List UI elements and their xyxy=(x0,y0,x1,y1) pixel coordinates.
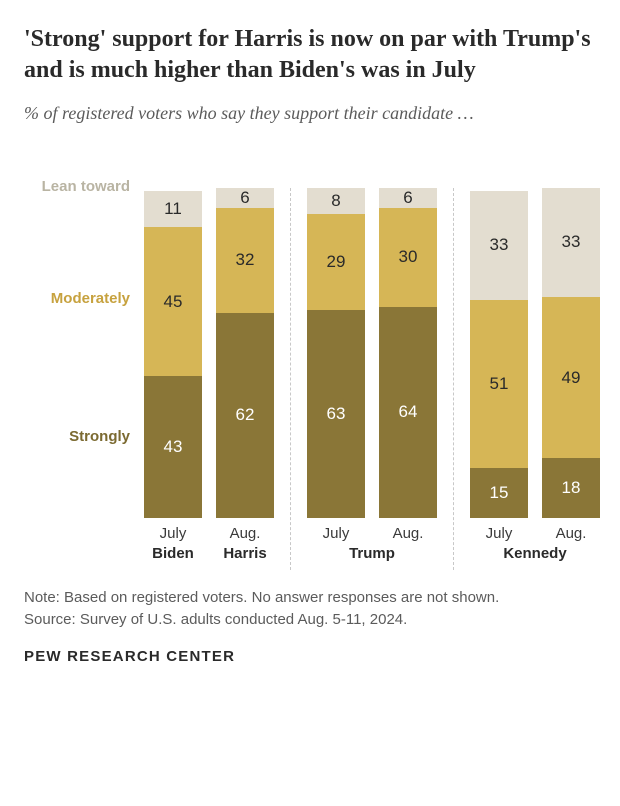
bar-column: 184933 xyxy=(542,188,600,518)
stacked-bar: 62326 xyxy=(216,188,274,518)
segment-lean: 8 xyxy=(307,188,365,214)
segment-moderately: 45 xyxy=(144,227,202,376)
segment-moderately: 51 xyxy=(470,300,528,468)
stacked-bar: 64306 xyxy=(379,188,437,518)
month-label: July xyxy=(144,525,202,542)
bar-column: 62326 xyxy=(216,188,274,518)
bar-group: July63298Aug.64306Trump xyxy=(297,188,447,518)
segment-strongly: 62 xyxy=(216,313,274,518)
attribution: PEW RESEARCH CENTER xyxy=(24,648,596,665)
month-label: Aug. xyxy=(216,525,274,542)
bar-group: July155133Aug.184933Kennedy xyxy=(460,188,610,518)
stacked-bar: 184933 xyxy=(542,188,600,518)
candidate-label: Kennedy xyxy=(460,545,610,562)
candidate-label: Harris xyxy=(216,545,274,562)
segment-lean: 11 xyxy=(144,191,202,227)
segment-moderately: 29 xyxy=(307,214,365,310)
month-label: July xyxy=(470,525,528,542)
candidate-label: Biden xyxy=(144,545,202,562)
stacked-bar: 155133 xyxy=(470,191,528,518)
candidate-label: Trump xyxy=(297,545,447,562)
segment-lean: 6 xyxy=(216,188,274,208)
chart-area: Lean toward Moderately Strongly JulyBide… xyxy=(24,150,596,570)
stacked-bar: 434511 xyxy=(144,191,202,518)
group-divider xyxy=(453,188,454,570)
segment-strongly: 43 xyxy=(144,376,202,518)
label-strongly: Strongly xyxy=(69,428,130,445)
label-lean: Lean toward xyxy=(42,178,130,195)
bar-column: 434511 xyxy=(144,191,202,518)
segment-strongly: 63 xyxy=(307,310,365,518)
month-label: July xyxy=(307,525,365,542)
chart-subtitle: % of registered voters who say they supp… xyxy=(24,101,596,125)
group-divider xyxy=(290,188,291,570)
bar-column: 64306 xyxy=(379,188,437,518)
category-axis-labels: Lean toward Moderately Strongly xyxy=(24,150,130,518)
segment-moderately: 30 xyxy=(379,208,437,307)
segment-strongly: 15 xyxy=(470,468,528,518)
segment-lean: 6 xyxy=(379,188,437,208)
segment-moderately: 49 xyxy=(542,297,600,459)
segment-strongly: 18 xyxy=(542,458,600,517)
note-text: Note: Based on registered voters. No ans… xyxy=(24,588,596,608)
stacked-bar: 63298 xyxy=(307,188,365,518)
month-label: Aug. xyxy=(542,525,600,542)
bar-column: 155133 xyxy=(470,191,528,518)
segment-strongly: 64 xyxy=(379,307,437,518)
bar-groups: JulyBiden434511Aug.Harris62326July63298A… xyxy=(134,188,610,518)
label-moderately: Moderately xyxy=(51,290,130,307)
chart-title: 'Strong' support for Harris is now on pa… xyxy=(24,24,596,85)
bar-column: 63298 xyxy=(307,188,365,518)
month-label: Aug. xyxy=(379,525,437,542)
segment-lean: 33 xyxy=(542,188,600,297)
bar-group: JulyBiden434511Aug.Harris62326 xyxy=(134,188,284,518)
segment-lean: 33 xyxy=(470,191,528,300)
source-text: Source: Survey of U.S. adults conducted … xyxy=(24,610,596,630)
segment-moderately: 32 xyxy=(216,208,274,314)
